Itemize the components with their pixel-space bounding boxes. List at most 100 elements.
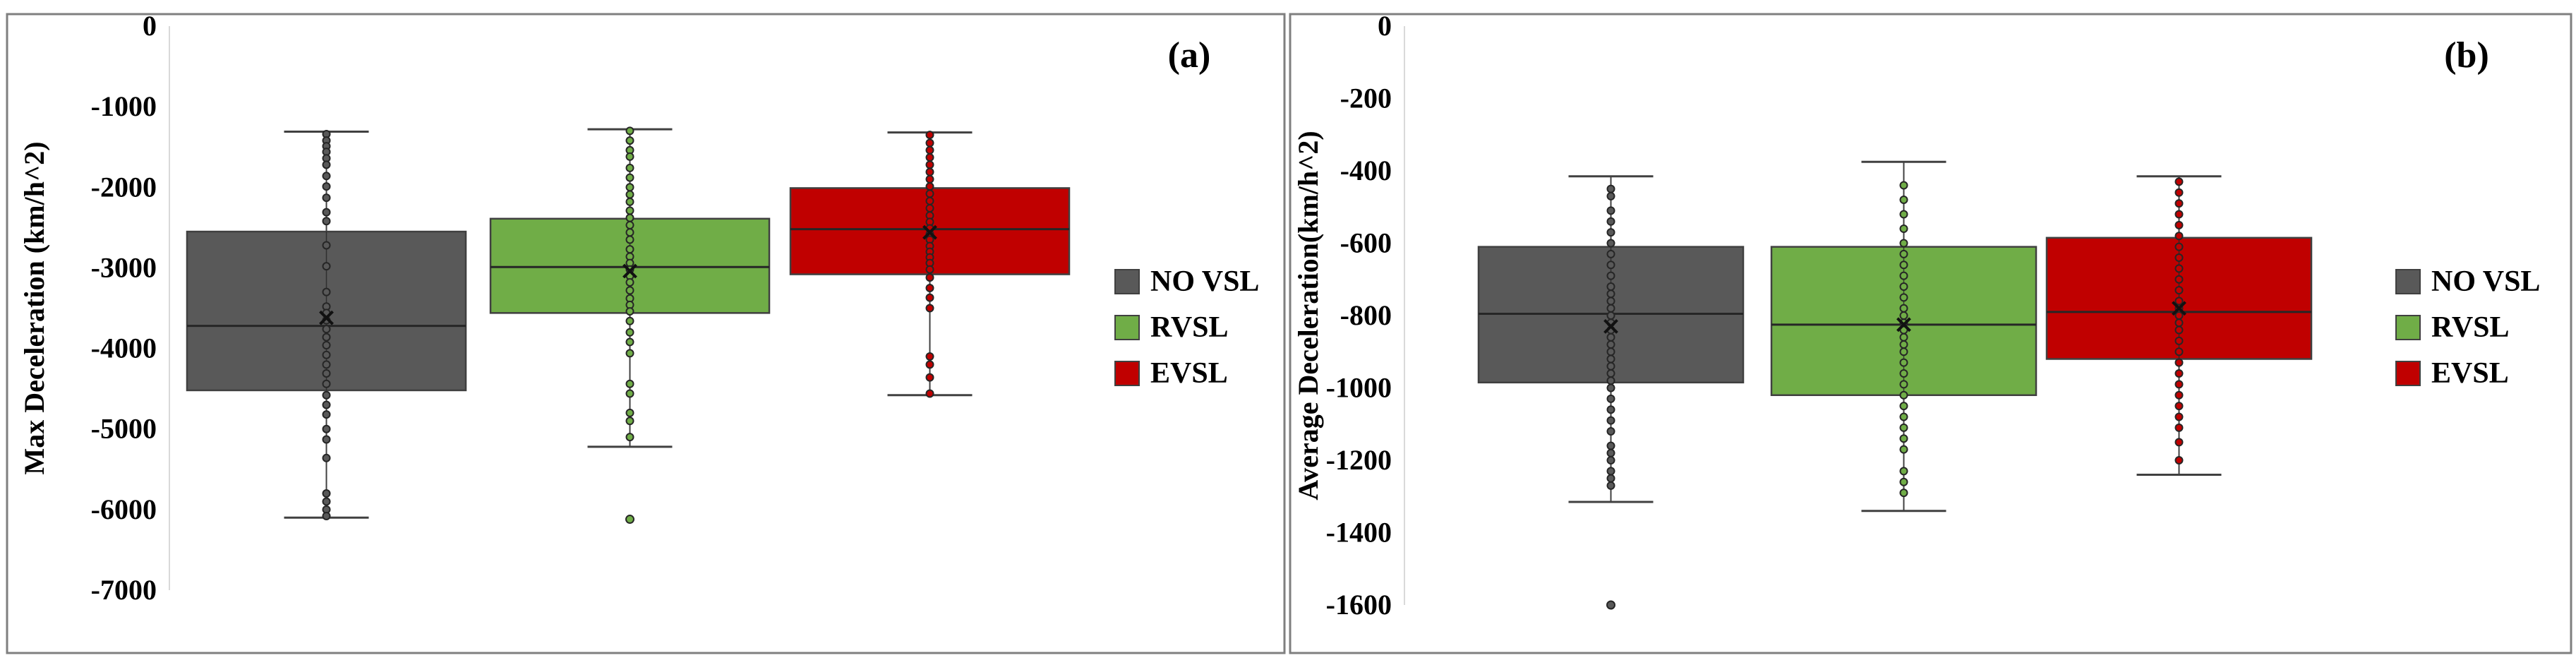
data-point xyxy=(1606,448,1615,457)
legend-swatch xyxy=(1114,361,1140,386)
y-tick-label: -2000 xyxy=(91,171,157,203)
chart-panel-a: 0 -1000 -2000 -3000 -4000 -5000 -6000 -7000 Max … xyxy=(6,10,1286,654)
data-point xyxy=(2174,380,2184,389)
data-point xyxy=(1899,260,1908,270)
data-point xyxy=(925,360,934,369)
y-tick-label: -5000 xyxy=(91,413,157,445)
y-tick-label: -1600 xyxy=(1326,589,1392,621)
data-point xyxy=(1606,394,1615,403)
data-point xyxy=(2174,336,2184,345)
data-point xyxy=(625,163,634,172)
data-point xyxy=(1606,282,1615,291)
data-point xyxy=(1899,239,1908,248)
data-point xyxy=(322,424,331,433)
data-point xyxy=(925,352,934,361)
data-point xyxy=(2174,412,2184,421)
data-point xyxy=(625,245,634,254)
data-point xyxy=(1899,282,1908,291)
data-point xyxy=(2174,347,2184,357)
data-point xyxy=(2174,210,2184,219)
data-point xyxy=(1606,304,1615,313)
data-point xyxy=(1899,489,1908,498)
y-tick-label: -3000 xyxy=(91,251,157,283)
y-tick-label: -7000 xyxy=(91,574,157,606)
data-point xyxy=(322,400,331,409)
mean-marker xyxy=(622,263,637,279)
mean-marker xyxy=(1896,317,1911,332)
data-point xyxy=(625,173,634,182)
box-no-vsl xyxy=(1477,175,1745,610)
data-point xyxy=(1606,296,1615,306)
y-tick-label: -1200 xyxy=(1326,444,1392,476)
data-point xyxy=(322,435,331,444)
data-point xyxy=(1606,441,1615,450)
data-point xyxy=(1606,332,1615,342)
chart-panel-b: 0 -200 -400 -600 -800 -1000 -1200 -1400 -1600 Ave… xyxy=(1289,10,2572,654)
y-tick-label: -1000 xyxy=(1326,372,1392,404)
data-point xyxy=(625,316,634,325)
data-point xyxy=(625,183,634,192)
data-point xyxy=(2174,438,2184,447)
data-point xyxy=(625,152,634,161)
legend-label: NO VSL xyxy=(2431,265,2540,298)
data-point xyxy=(1899,210,1908,219)
legend-label: EVSL xyxy=(2431,357,2509,390)
data-point xyxy=(322,497,331,506)
data-point xyxy=(1899,445,1908,454)
y-tick-label: -1000 xyxy=(91,90,157,122)
data-point xyxy=(1606,405,1615,414)
data-point xyxy=(1899,467,1908,476)
data-point xyxy=(625,190,634,199)
data-point xyxy=(322,241,331,250)
data-point xyxy=(925,304,934,313)
data-point xyxy=(2174,311,2184,320)
y-tick-label: -800 xyxy=(1340,299,1392,331)
data-point xyxy=(2174,296,2184,306)
data-point xyxy=(322,341,331,350)
data-point xyxy=(1606,206,1615,215)
data-point xyxy=(925,160,934,169)
outlier-point xyxy=(625,515,634,525)
data-point xyxy=(1606,416,1615,425)
data-point xyxy=(625,337,634,347)
data-point xyxy=(1606,340,1615,349)
data-point xyxy=(625,235,634,244)
box-evsl xyxy=(2045,175,2313,476)
data-point xyxy=(925,167,934,176)
data-point xyxy=(1606,311,1615,320)
data-point xyxy=(625,379,634,388)
data-point xyxy=(1606,467,1615,476)
data-point xyxy=(625,408,634,417)
data-point xyxy=(625,349,634,358)
data-point xyxy=(322,369,331,378)
panel-label: (b) xyxy=(2444,35,2489,76)
mean-marker xyxy=(319,310,334,325)
data-point xyxy=(2174,423,2184,432)
data-point xyxy=(1899,423,1908,432)
data-point xyxy=(1606,217,1615,226)
data-point xyxy=(925,373,934,382)
legend-swatch xyxy=(2395,361,2421,386)
data-point xyxy=(1606,289,1615,299)
legend-label: RVSL xyxy=(2431,311,2510,344)
data-point xyxy=(1899,390,1908,400)
data-point xyxy=(2174,188,2184,197)
data-point xyxy=(1606,271,1615,280)
data-point xyxy=(322,453,331,462)
data-point xyxy=(1606,260,1615,270)
data-point xyxy=(925,182,934,191)
data-point xyxy=(1899,332,1908,342)
box-evsl xyxy=(789,131,1071,398)
data-point xyxy=(625,126,634,136)
data-point xyxy=(1899,380,1908,389)
box-rvsl xyxy=(1770,160,2038,513)
y-axis-title: Max Deceleration (km/h^2) xyxy=(18,141,50,474)
data-point xyxy=(1606,427,1615,436)
panel-label: (a) xyxy=(1168,35,1211,76)
data-point xyxy=(322,350,331,359)
data-point xyxy=(2174,199,2184,208)
data-point xyxy=(2174,177,2184,186)
y-tick-label: -4000 xyxy=(91,332,157,364)
y-tick-label: -400 xyxy=(1340,155,1392,186)
data-point xyxy=(322,208,331,217)
